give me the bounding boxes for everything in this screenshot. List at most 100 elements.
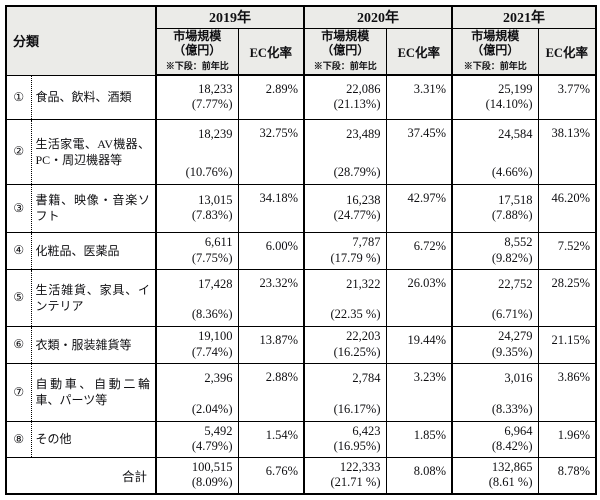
market-size-cell-2019: 6,611 (7.75%) bbox=[155, 231, 239, 270]
total-row: 合計 100,515 (8.09%) 6.76% 122,333 (21.71 %)… bbox=[5, 456, 597, 494]
yoy-value: (7.83%) bbox=[191, 208, 233, 222]
table-row-6: ⑥ 衣類・服装雑貨等 19,100 (7.74%) 13.87% 22,203 (1… bbox=[5, 325, 597, 364]
row-label: 自動車、自動二輪車、パーツ等 bbox=[30, 362, 157, 422]
market-size-value: 122,333 bbox=[339, 459, 381, 474]
ec-rate-cell-2021: 38.13% bbox=[537, 118, 597, 185]
ec-rate-cell-2019: 23.32% bbox=[237, 268, 305, 327]
yoy-value: (24.77%) bbox=[333, 208, 381, 222]
ec-rate-cell-2019: 13.87% bbox=[237, 325, 305, 364]
market-size-note: ※下段：前年比 bbox=[165, 61, 229, 72]
yoy-value: (28.79%) bbox=[333, 165, 381, 179]
market-size-cell-2020: 23,489 (28.79%) bbox=[303, 118, 387, 185]
ec-rate-cell-2021: 21.15% bbox=[537, 325, 597, 364]
row-number: ① bbox=[5, 74, 32, 120]
yoy-value: (4.79%) bbox=[191, 439, 233, 453]
market-size-value: 13,015 bbox=[198, 192, 233, 207]
ec-rate-cell-2020: 6.72% bbox=[385, 231, 453, 270]
market-size-cell-2019: 2,396 (2.04%) bbox=[155, 362, 239, 422]
market-size-header-2021: 市場規模 （億円） ※下段：前年比 bbox=[451, 27, 539, 76]
ec-rate-cell-2019: 1.54% bbox=[237, 420, 305, 458]
market-size-value: 3,016 bbox=[504, 370, 533, 385]
market-size-value: 17,518 bbox=[498, 192, 533, 207]
yoy-value: (8.42%) bbox=[491, 439, 533, 453]
ec-rate-cell-2021: 1.96% bbox=[537, 420, 597, 458]
yoy-value: (8.61 %) bbox=[488, 475, 533, 489]
ec-rate-header-2019: EC化率 bbox=[237, 27, 305, 76]
market-size-value: 22,203 bbox=[346, 329, 381, 343]
yoy-value: (16.95%) bbox=[333, 439, 381, 453]
ec-rate-cell-2020: 37.45% bbox=[385, 118, 453, 185]
market-size-title: 市場規模 bbox=[471, 29, 520, 44]
yoy-value: (8.36%) bbox=[191, 307, 233, 321]
market-size-cell-2019: 19,100 (7.74%) bbox=[155, 325, 239, 364]
market-size-cell-2021: 6,964 (8.42%) bbox=[451, 420, 539, 458]
yoy-value: (21.13%) bbox=[333, 97, 381, 112]
market-size-cell-2019: 18,233 (7.77%) bbox=[155, 74, 239, 120]
market-size-cell-2021: 17,518 (7.88%) bbox=[451, 183, 539, 233]
ec-rate-cell-2020: 26.03% bbox=[385, 268, 453, 327]
market-size-title: 市場規模 bbox=[173, 29, 222, 44]
year-header-2020: 2020年 bbox=[303, 5, 453, 29]
ec-market-table: 分類 2019年 2020年 2021年 市場規模 （億円） ※下段：前年比 E… bbox=[5, 5, 598, 495]
market-size-cell-2020: 6,423 (16.95%) bbox=[303, 420, 387, 458]
market-size-value: 6,964 bbox=[504, 423, 533, 438]
total-market-size-cell-2019: 100,515 (8.09%) bbox=[155, 456, 239, 494]
total-ec-rate-cell-2021: 8.78% bbox=[537, 456, 597, 494]
market-size-value: 2,784 bbox=[352, 370, 381, 385]
row-number: ⑥ bbox=[5, 325, 32, 364]
market-size-value: 19,100 bbox=[198, 329, 233, 343]
market-size-cell-2021: 24,279 (9.35%) bbox=[451, 325, 539, 364]
market-size-cell-2019: 18,239 (10.76%) bbox=[155, 118, 239, 185]
market-size-value: 6,611 bbox=[204, 235, 233, 249]
yoy-value: (16.25%) bbox=[333, 344, 381, 359]
market-size-note: ※下段：前年比 bbox=[463, 61, 527, 72]
total-market-size-cell-2021: 132,865 (8.61 %) bbox=[451, 456, 539, 494]
market-size-cell-2020: 2,784 (16.17%) bbox=[303, 362, 387, 422]
market-size-header-2020: 市場規模 （億円） ※下段：前年比 bbox=[303, 27, 387, 76]
ec-rate-cell-2021: 28.25% bbox=[537, 268, 597, 327]
row-label: 生活家電、AV機器、PC・周辺機器等 bbox=[30, 118, 157, 185]
yoy-value: (22.35 %) bbox=[330, 307, 381, 321]
row-number: ② bbox=[5, 118, 32, 185]
row-label: 衣類・服装雑貨等 bbox=[30, 325, 157, 364]
yoy-value: (21.71 %) bbox=[330, 475, 381, 489]
table-row-2: ② 生活家電、AV機器、PC・周辺機器等 18,239 (10.76%) 32.7… bbox=[5, 118, 597, 185]
market-size-value: 18,239 bbox=[198, 126, 233, 141]
market-size-value: 100,515 bbox=[191, 459, 233, 474]
row-number: ⑧ bbox=[5, 420, 32, 458]
market-size-value: 22,752 bbox=[498, 276, 533, 291]
market-size-value: 7,787 bbox=[352, 235, 381, 249]
market-size-value: 24,584 bbox=[498, 126, 533, 141]
market-size-cell-2020: 21,322 (22.35 %) bbox=[303, 268, 387, 327]
ec-rate-cell-2020: 19.44% bbox=[385, 325, 453, 364]
ec-rate-cell-2019: 2.88% bbox=[237, 362, 305, 422]
ec-rate-cell-2021: 3.86% bbox=[537, 362, 597, 422]
table-row-4: ④ 化粧品、医薬品 6,611 (7.75%) 6.00% 7,787 (17.79… bbox=[5, 231, 597, 270]
row-label: 化粧品、医薬品 bbox=[30, 231, 157, 270]
ec-rate-cell-2019: 34.18% bbox=[237, 183, 305, 233]
row-label: 食品、飲料、酒類 bbox=[30, 74, 157, 120]
ec-rate-cell-2019: 32.75% bbox=[237, 118, 305, 185]
ec-rate-cell-2020: 1.85% bbox=[385, 420, 453, 458]
yoy-value: (6.71%) bbox=[491, 307, 533, 321]
ec-rate-cell-2021: 3.77% bbox=[537, 74, 597, 120]
row-label: 書籍、映像・音楽ソフト bbox=[30, 183, 157, 233]
market-size-cell-2019: 17,428 (8.36%) bbox=[155, 268, 239, 327]
year-header-2021: 2021年 bbox=[451, 5, 597, 29]
row-number: ④ bbox=[5, 231, 32, 270]
market-size-header-2019: 市場規模 （億円） ※下段：前年比 bbox=[155, 27, 239, 76]
ec-rate-cell-2020: 42.97% bbox=[385, 183, 453, 233]
market-size-cell-2019: 5,492 (4.79%) bbox=[155, 420, 239, 458]
ec-rate-cell-2019: 6.00% bbox=[237, 231, 305, 270]
market-size-unit: （億円） bbox=[471, 43, 520, 58]
market-size-cell-2020: 7,787 (17.79 %) bbox=[303, 231, 387, 270]
market-size-cell-2021: 8,552 (9.82%) bbox=[451, 231, 539, 270]
yoy-value: (7.75%) bbox=[191, 250, 233, 265]
market-size-unit: （億円） bbox=[173, 43, 222, 58]
yoy-value: (14.10%) bbox=[485, 97, 533, 112]
year-header-2019: 2019年 bbox=[155, 5, 305, 29]
table-row-8: ⑧ その他 5,492 (4.79%) 1.54% 6,423 (16.95%) 1… bbox=[5, 420, 597, 458]
yoy-value: (8.33%) bbox=[491, 402, 533, 416]
yoy-value: (16.17%) bbox=[333, 402, 381, 416]
